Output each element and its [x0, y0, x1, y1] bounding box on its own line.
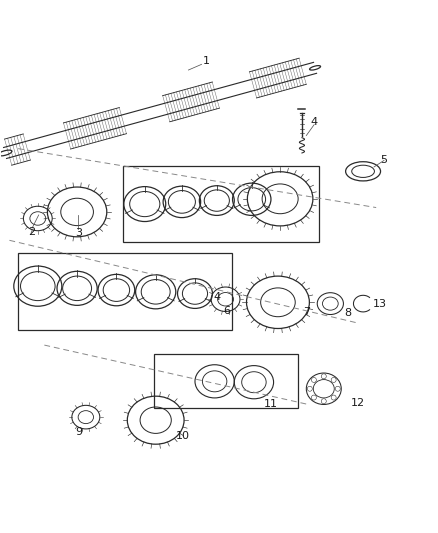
- Bar: [123, 166, 319, 243]
- Text: 4: 4: [311, 117, 318, 127]
- Circle shape: [307, 386, 312, 391]
- Text: 11: 11: [264, 399, 278, 409]
- Ellipse shape: [310, 66, 321, 70]
- Text: 1: 1: [202, 56, 209, 66]
- Text: 10: 10: [176, 431, 190, 441]
- Ellipse shape: [0, 150, 12, 156]
- Circle shape: [335, 386, 340, 391]
- Bar: [18, 253, 232, 330]
- Text: 2: 2: [28, 227, 35, 237]
- Text: 3: 3: [75, 228, 82, 238]
- Circle shape: [311, 395, 316, 400]
- Text: 6: 6: [223, 306, 230, 316]
- Circle shape: [331, 395, 336, 400]
- Circle shape: [331, 377, 336, 383]
- Circle shape: [321, 374, 326, 379]
- Text: 9: 9: [76, 426, 83, 437]
- Text: 7: 7: [303, 308, 310, 317]
- Text: 12: 12: [351, 398, 365, 408]
- Text: 8: 8: [344, 308, 351, 318]
- Text: 13: 13: [373, 298, 387, 309]
- Text: 4: 4: [213, 292, 220, 302]
- Text: 5: 5: [381, 155, 388, 165]
- Bar: [153, 354, 297, 408]
- Circle shape: [321, 399, 326, 403]
- Circle shape: [311, 377, 316, 383]
